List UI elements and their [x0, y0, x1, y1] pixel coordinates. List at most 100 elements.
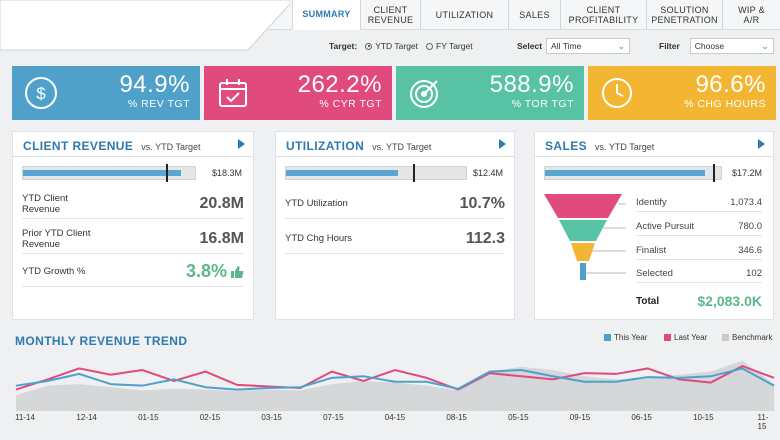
card-title: SALES [545, 139, 588, 153]
select-label: Select [517, 41, 543, 51]
kpi-label: % CYR TGT [319, 98, 382, 110]
kpi-label: % REV TGT [127, 98, 190, 110]
list-item: YTD Utilization 10.7% [285, 189, 505, 219]
utilization-card: UTILIZATION vs. YTD Target [275, 131, 515, 320]
legend-swatch [664, 334, 671, 341]
row-label: Prior YTD Client Revenue [22, 227, 91, 250]
funnel-label: Identify [636, 197, 667, 208]
tab-utilization[interactable]: UTILIZATION [420, 0, 508, 30]
card-subtitle: vs. YTD Target [372, 142, 432, 152]
sales-funnel [544, 194, 626, 280]
x-tick-label: 04-15 [384, 413, 406, 422]
legend-benchmark[interactable]: Benchmark [722, 333, 772, 342]
x-tick-label: 10-15 [693, 413, 714, 422]
total-label: Total [636, 295, 660, 307]
filter-bar: Target: YTD Target FY Target Select All … [0, 36, 780, 56]
list-item: YTD Client Revenue 20.8M [22, 189, 244, 219]
play-icon[interactable] [758, 139, 765, 149]
radio-dot [426, 42, 434, 50]
chevron-down-icon: ⌄ [617, 40, 626, 51]
funnel-stage-active-pursuit [559, 220, 607, 241]
funnel-stage-identify [544, 194, 622, 218]
tab-wip-ar[interactable]: WIP & A/R [722, 0, 780, 30]
kpi-chg-hours[interactable]: 96.6%% CHG HOURS [588, 66, 776, 120]
x-tick-label: 03-15 [261, 413, 282, 422]
bar-value: $18.3M [212, 168, 243, 178]
row-value: 20.8M [199, 194, 244, 212]
row-value: 16.8M [199, 229, 244, 247]
kpi-label: % CHG HOURS [684, 98, 766, 110]
funnel-label: Finalist [636, 245, 667, 256]
funnel-label: Active Pursuit [636, 221, 695, 232]
x-tick-label: 12-14 [76, 413, 97, 422]
card-title: CLIENT REVENUE [23, 139, 134, 153]
x-tick-label: 01-15 [138, 413, 159, 422]
x-tick-label: 02-15 [199, 413, 221, 422]
play-icon[interactable] [499, 139, 506, 149]
radio-ytd-target[interactable]: YTD Target [365, 41, 418, 51]
play-icon[interactable] [238, 139, 245, 149]
tab-sales[interactable]: SALES [508, 0, 560, 30]
filter-select[interactable]: Choose ⌄ [689, 38, 774, 54]
series-this-year-line [15, 367, 775, 391]
tab-solution-penetration[interactable]: SOLUTION PENETRATION [646, 0, 722, 30]
legend-last-year[interactable]: Last Year [664, 333, 707, 342]
divider [276, 156, 514, 157]
kpi-tor-tgt[interactable]: 588.9%% TOR TGT [396, 66, 584, 120]
total-value: $2,083.0K [697, 293, 762, 309]
dollar-icon: $ [25, 77, 57, 109]
chevron-down-icon: ⌄ [761, 40, 769, 51]
tab-client-revenue[interactable]: CLIENT REVENUE [360, 0, 420, 30]
trend-chart [15, 360, 775, 411]
logo-banner [0, 0, 290, 51]
funnel-value: 102 [746, 268, 762, 279]
client-revenue-bar [22, 164, 196, 182]
select-value: All Time [551, 41, 582, 51]
radio-fy-target[interactable]: FY Target [426, 41, 473, 51]
funnel-stage-selected [580, 263, 586, 280]
card-subtitle: vs. YTD Target [141, 142, 201, 152]
divider [535, 156, 773, 157]
series-last-year-line [15, 365, 775, 391]
row-value: 3.8% [185, 261, 227, 281]
kpi-rev-tgt[interactable]: $ 94.9%% REV TGT [12, 66, 200, 120]
clock-icon [602, 78, 632, 108]
row-value: 112.3 [465, 229, 505, 247]
row-label: YTD Growth % [22, 266, 86, 277]
card-subtitle: vs. YTD Target [595, 142, 655, 152]
kpi-cyr-tgt[interactable]: 262.2%% CYR TGT [204, 66, 392, 120]
bar-value: $12.4M [473, 168, 504, 178]
client-revenue-card: CLIENT REVENUE vs. YTD Target [12, 131, 254, 320]
calendar-check-icon [219, 79, 247, 107]
kpi-value: 96.6% [695, 71, 766, 98]
x-tick-label: 05-15 [508, 413, 529, 422]
kpi-value: 588.9% [489, 71, 574, 98]
x-tick-label: 06-15 [631, 413, 652, 422]
row-value: 10.7% [459, 194, 505, 212]
target-icon [410, 80, 438, 108]
bar-value: $17.2M [732, 168, 763, 178]
x-tick-label: 08-15 [446, 413, 467, 422]
funnel-total: Total $2,083.0K [636, 293, 762, 309]
legend-label: This Year [614, 333, 648, 342]
x-tick-label: 11-15 [757, 413, 769, 431]
thumbs-up-icon [231, 265, 244, 278]
legend-this-year[interactable]: This Year [604, 333, 647, 342]
time-range-select[interactable]: All Time ⌄ [546, 38, 631, 54]
legend-swatch [604, 334, 611, 341]
series-benchmark-area [16, 360, 774, 411]
x-tick-label: 09-15 [569, 413, 591, 422]
list-item: Prior YTD Client Revenue 16.8M [22, 224, 244, 254]
filter-label: Filter [659, 41, 680, 51]
bar-target-marker [713, 164, 715, 182]
bar-fill [286, 170, 398, 176]
card-title: UTILIZATION [286, 139, 365, 153]
funnel-stage-finalist [571, 243, 595, 261]
utilization-bar [285, 164, 467, 182]
tab-summary[interactable]: SUMMARY [292, 0, 360, 30]
legend-swatch [722, 334, 729, 341]
funnel-row: Active Pursuit 780.0 [636, 221, 762, 236]
tab-client-profitability[interactable]: CLIENT PROFITABILITY [560, 0, 646, 30]
list-item: YTD Growth % 3.8% [22, 257, 244, 287]
radio-label: YTD Target [375, 41, 419, 51]
